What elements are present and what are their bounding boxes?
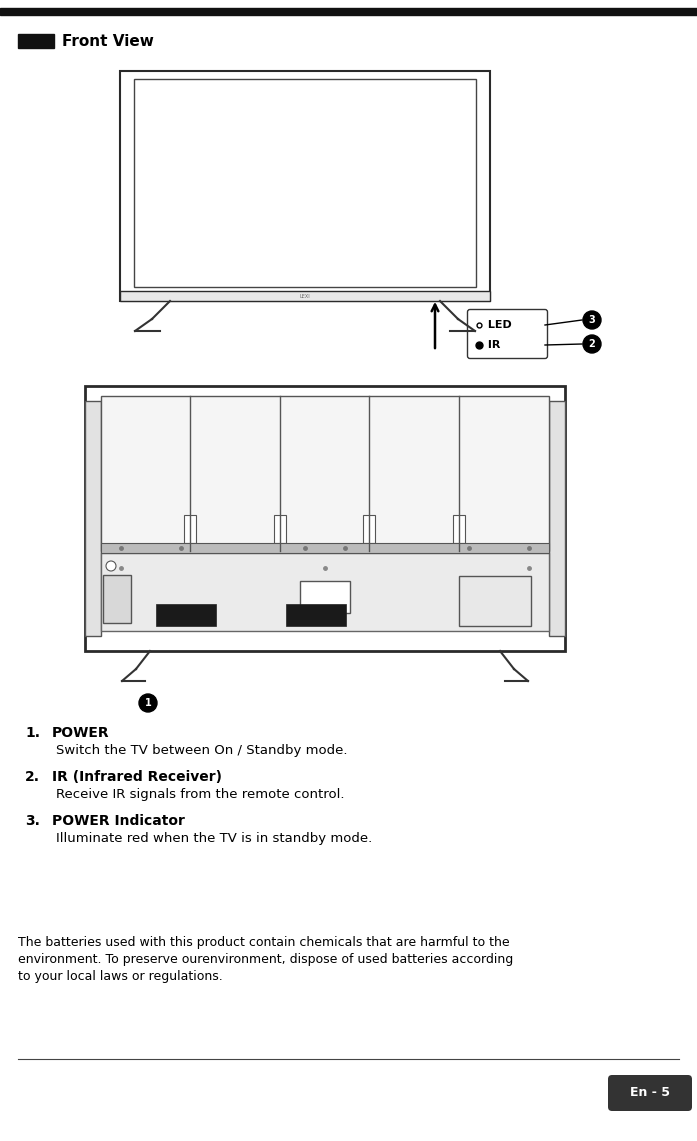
- Bar: [85, 386, 565, 652]
- Text: 3: 3: [589, 315, 595, 325]
- Text: 1.: 1.: [25, 726, 40, 741]
- Bar: [549, 400, 565, 636]
- Bar: [103, 575, 131, 623]
- Text: Receive IR signals from the remote control.: Receive IR signals from the remote contr…: [56, 788, 344, 801]
- Bar: [120, 71, 490, 301]
- Bar: [459, 576, 531, 626]
- Text: PREPARATION: PREPARATION: [570, 0, 685, 3]
- Text: IR (Infrared Receiver): IR (Infrared Receiver): [52, 770, 222, 784]
- FancyBboxPatch shape: [608, 1075, 692, 1111]
- Text: 1: 1: [144, 698, 151, 709]
- Text: En - 5: En - 5: [630, 1086, 670, 1100]
- Bar: [120, 291, 490, 301]
- FancyBboxPatch shape: [468, 309, 548, 358]
- Bar: [134, 79, 476, 288]
- Text: to your local laws or regulations.: to your local laws or regulations.: [18, 970, 223, 984]
- Circle shape: [139, 694, 157, 712]
- Circle shape: [106, 561, 116, 570]
- Bar: [101, 396, 549, 551]
- Bar: [85, 400, 101, 636]
- Text: 2.: 2.: [25, 770, 40, 784]
- Circle shape: [583, 311, 601, 329]
- Bar: [101, 553, 549, 631]
- Text: The batteries used with this product contain chemicals that are harmful to the: The batteries used with this product con…: [18, 936, 510, 949]
- Text: IR: IR: [484, 340, 500, 350]
- Bar: [156, 604, 216, 626]
- Text: LEXI: LEXI: [300, 293, 310, 299]
- Bar: [184, 515, 196, 543]
- Text: LED: LED: [484, 319, 512, 330]
- Bar: [453, 515, 465, 543]
- Text: Illuminate red when the TV is in standby mode.: Illuminate red when the TV is in standby…: [56, 832, 372, 845]
- Text: 2: 2: [589, 339, 595, 349]
- Text: 3.: 3.: [25, 814, 40, 828]
- Text: POWER: POWER: [52, 726, 109, 741]
- Bar: [274, 515, 286, 543]
- Text: POWER Indicator: POWER Indicator: [52, 814, 185, 828]
- Bar: [286, 604, 346, 626]
- Bar: [363, 515, 375, 543]
- Bar: [307, 610, 343, 620]
- Bar: [101, 543, 549, 553]
- Text: Front View: Front View: [62, 33, 154, 49]
- Bar: [0, 8, 697, 15]
- Bar: [18, 34, 54, 48]
- Text: Switch the TV between On / Standby mode.: Switch the TV between On / Standby mode.: [56, 744, 348, 756]
- Text: environment. To preserve ourenvironment, dispose of used batteries according: environment. To preserve ourenvironment,…: [18, 953, 513, 966]
- Bar: [300, 581, 350, 613]
- Circle shape: [583, 335, 601, 353]
